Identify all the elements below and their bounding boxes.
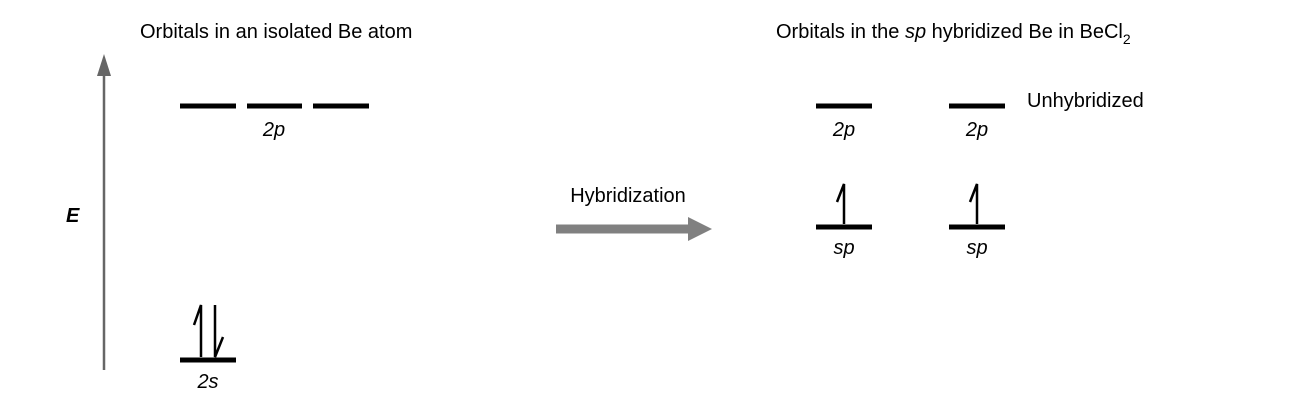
energy-axis-label: E	[66, 205, 80, 227]
hybridization-label: Hybridization	[570, 185, 686, 207]
left-title: Orbitals in an isolated Be atom	[140, 21, 412, 43]
label-2p-left: 2p	[262, 119, 285, 141]
energy-axis-arrowhead	[97, 54, 111, 76]
hybridization-arrowhead	[688, 217, 712, 241]
unhybridized-label: Unhybridized	[1027, 90, 1144, 112]
label-sp-2: sp	[966, 237, 987, 259]
label-2s: 2s	[196, 371, 218, 393]
electron-spin-up-icon	[192, 304, 203, 357]
right-title: Orbitals in the sp hybridized Be in BeCl…	[776, 21, 1131, 47]
label-2p-right-1: 2p	[832, 119, 855, 141]
sp-electron-2-spin-up-icon	[968, 183, 979, 224]
label-sp-1: sp	[833, 237, 854, 259]
label-2p-right-2: 2p	[965, 119, 988, 141]
sp-electron-1-spin-up-icon	[835, 183, 846, 224]
electron-spin-down-icon	[213, 305, 225, 358]
